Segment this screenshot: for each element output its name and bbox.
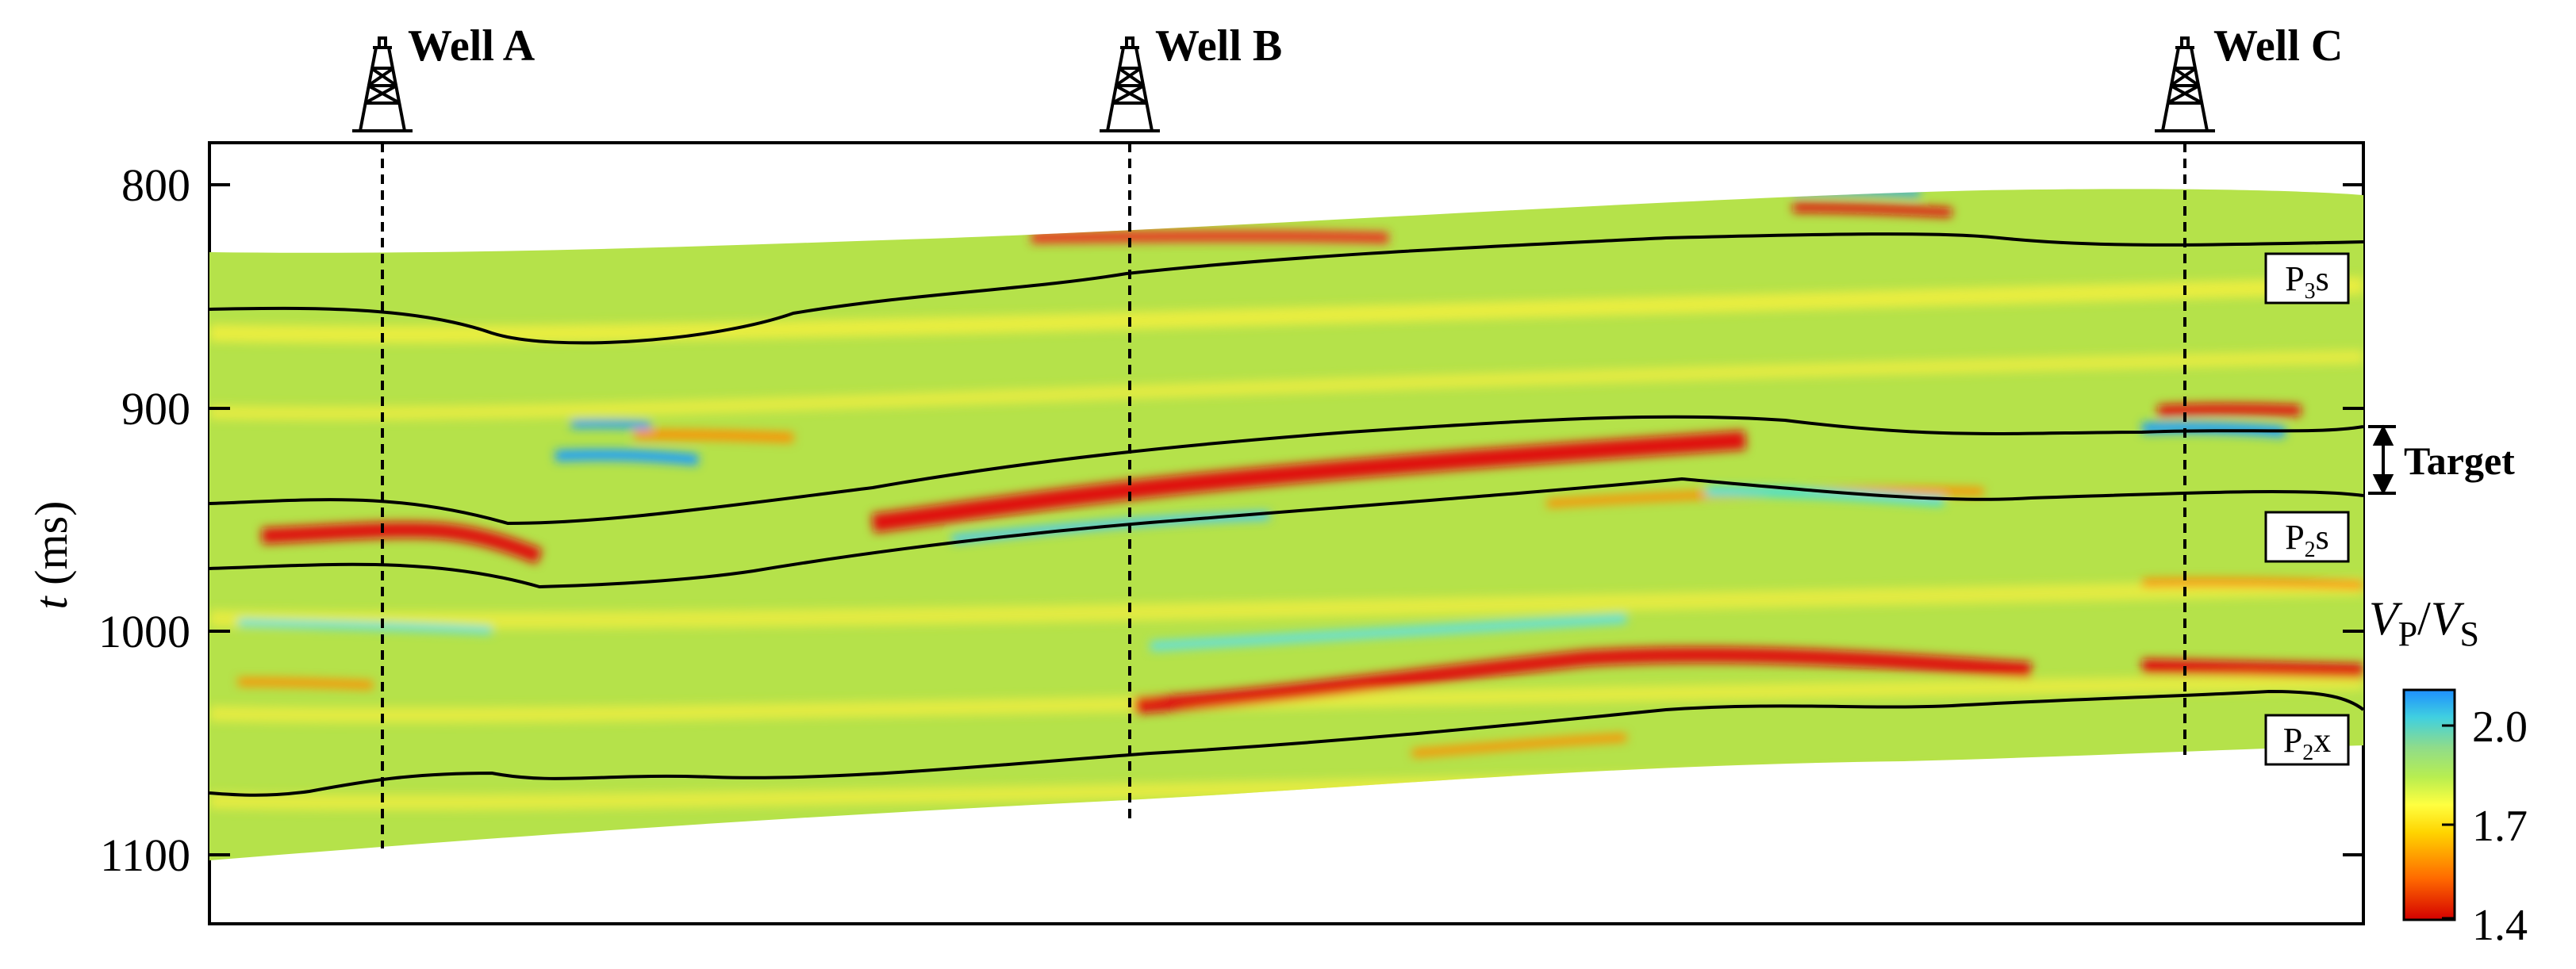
target-label: Target	[2404, 439, 2515, 483]
well-label-a: Well A	[408, 21, 536, 71]
horizon-p2x	[209, 689, 2365, 797]
y-axis-title-var: t	[25, 595, 77, 609]
colorbar-ticks	[2442, 724, 2455, 920]
y-tick-label: 1000	[98, 606, 190, 657]
derrick-icon	[2155, 36, 2215, 132]
yellow-band	[209, 674, 2363, 723]
y-axis-title: t (ms)	[25, 501, 77, 610]
low-ratio-streak	[1031, 230, 1389, 243]
low-ratio-streak	[2157, 403, 2302, 416]
horizon-target-base	[209, 477, 2364, 589]
low-ratio-streak	[871, 431, 1746, 533]
y-axis	[209, 183, 2363, 856]
y-tick-label: 900	[121, 383, 190, 435]
colorbar-tick-label: 2.0	[2472, 703, 2528, 752]
seismic-section	[209, 189, 2363, 860]
colorbar-tick-label: 1.7	[2472, 802, 2528, 851]
yellow-band	[209, 578, 2363, 630]
mid-low-streak	[2141, 578, 2363, 589]
horizon-label-p3s: P3s	[2264, 252, 2350, 304]
yellow-band	[209, 277, 2363, 343]
high-ratio-streak	[237, 619, 493, 634]
horizon-target-top	[209, 415, 2364, 526]
colorbar-tick-label: 1.4	[2472, 901, 2528, 950]
high-ratio-streak	[1705, 486, 1944, 506]
high-ratio-streak	[1150, 614, 1627, 651]
derrick-icon	[1100, 36, 1160, 132]
arrow-up-icon	[2372, 424, 2394, 446]
svg-text:P2s: P2s	[2285, 518, 2329, 562]
mid-low-streak	[1411, 733, 1627, 757]
svg-text:P2x: P2x	[2283, 721, 2331, 765]
well-label-b: Well B	[1155, 21, 1282, 71]
target-bracket	[2368, 424, 2396, 496]
colorbar-title: VP/VS	[2369, 592, 2479, 653]
horizon-p3s	[209, 232, 2364, 345]
derrick-icon	[352, 36, 413, 132]
y-tick-label: 1100	[100, 829, 190, 881]
colorbar	[2402, 688, 2456, 921]
mid-low-streak	[237, 678, 374, 689]
horizon-label-p2x: P2x	[2264, 714, 2350, 766]
well-label-c: Well C	[2213, 21, 2343, 71]
mid-low-streak	[634, 430, 794, 442]
low-ratio-streak	[1134, 646, 2032, 714]
high-ratio-streak	[555, 449, 699, 465]
low-ratio-streak	[261, 522, 543, 565]
low-ratio-streak	[1792, 203, 1952, 217]
yellow-band	[209, 350, 2363, 421]
horizons	[209, 232, 2365, 797]
arrow-down-icon	[2372, 474, 2394, 496]
y-tick-label: 800	[121, 159, 190, 211]
low-ratio-streak	[2141, 659, 2363, 678]
y-axis-title-unit: (ms)	[25, 501, 77, 585]
svg-text:P3s: P3s	[2285, 259, 2329, 304]
high-ratio-streak	[570, 419, 651, 430]
horizon-label-p2s: P2s	[2264, 511, 2350, 563]
